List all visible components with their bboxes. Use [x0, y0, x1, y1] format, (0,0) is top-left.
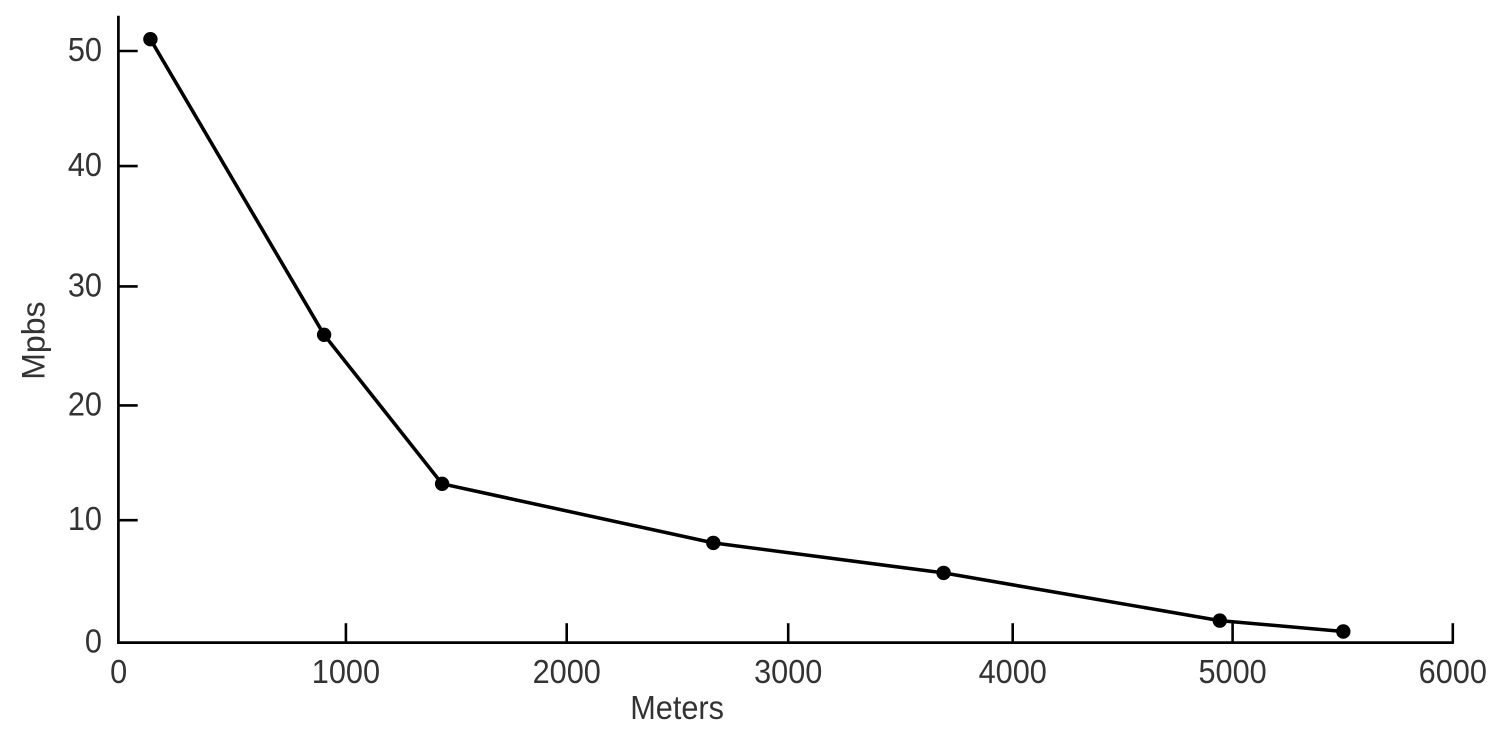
svg-text:30: 30 [68, 266, 102, 303]
svg-text:50: 50 [68, 31, 102, 68]
svg-text:2000: 2000 [533, 653, 601, 690]
svg-text:10: 10 [68, 500, 102, 537]
svg-text:5000: 5000 [1198, 653, 1266, 690]
svg-text:1000: 1000 [312, 653, 380, 690]
svg-text:6000: 6000 [1419, 653, 1487, 690]
svg-text:4000: 4000 [979, 653, 1047, 690]
svg-text:Meters: Meters [630, 689, 724, 726]
svg-text:3000: 3000 [754, 653, 822, 690]
svg-text:0: 0 [85, 623, 102, 660]
svg-text:40: 40 [68, 146, 102, 183]
svg-text:20: 20 [68, 385, 102, 422]
svg-text:Mpbs: Mpbs [16, 301, 52, 379]
svg-text:0: 0 [110, 653, 127, 690]
